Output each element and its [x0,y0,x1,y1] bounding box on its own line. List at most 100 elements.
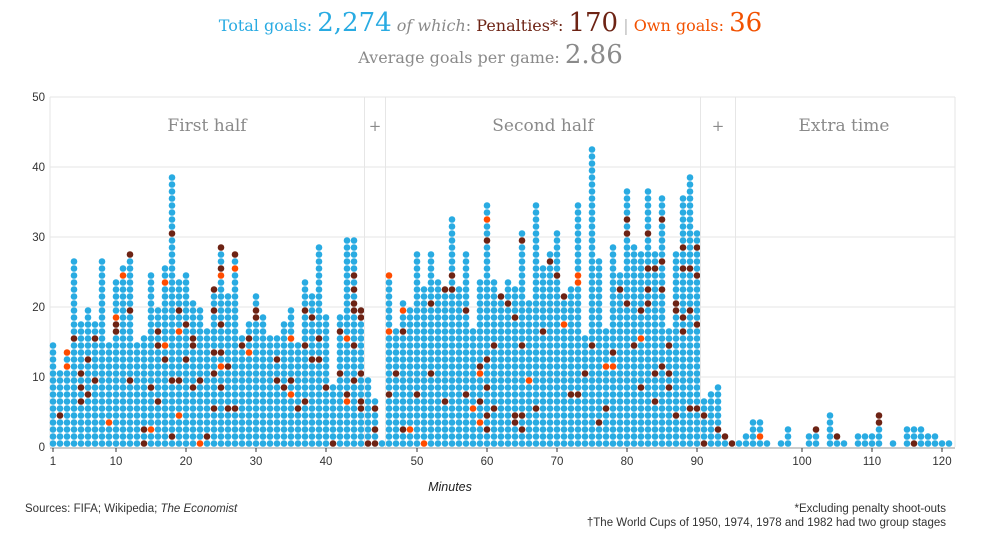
goal-dot [644,237,652,244]
x-tick-label: 30 [250,456,263,468]
goal-dot [280,349,288,356]
goal-dot [245,321,253,328]
penalty-dot [168,433,176,440]
goal-dot [112,405,120,412]
goal-dot [154,426,162,433]
goal-dot [126,356,134,363]
goal-dot [532,391,540,398]
goal-dot [455,412,463,419]
goal-dot [483,314,491,321]
goal-dot [126,321,134,328]
goal-dot [399,335,407,342]
goal-dot [483,440,491,447]
goal-dot [420,391,428,398]
goal-dot [238,391,246,398]
goal-dot [553,335,561,342]
goal-dot [693,279,701,286]
goal-dot [98,335,106,342]
goal-dot [595,265,603,272]
goal-dot [427,356,435,363]
goal-dot [595,370,603,377]
goal-dot [406,384,414,391]
goal-dot [679,356,687,363]
goal-dot [609,272,617,279]
goal-dot [539,426,547,433]
goal-dot [77,405,85,412]
goal-dot [427,314,435,321]
goal-dot [413,342,421,349]
goal-dot [665,398,673,405]
goal-dot [427,293,435,300]
penalty-dot [518,412,526,419]
goal-dot [203,356,211,363]
goal-dot [308,384,316,391]
goal-dot [126,328,134,335]
goal-dot [588,384,596,391]
goal-dot [574,293,582,300]
own-goal-dot [287,335,295,342]
goal-dot [49,356,57,363]
goal-dot [665,433,673,440]
goal-dot [644,433,652,440]
goal-dot [420,356,428,363]
goal-dot [392,328,400,335]
goal-dot [189,377,197,384]
goal-dot [112,412,120,419]
penalty-dot [308,356,316,363]
goal-dot [581,335,589,342]
goal-dot [434,440,442,447]
goal-dot [588,328,596,335]
goal-dot [70,342,78,349]
summary-line: Total goals: 2,274 of which: Penalties*:… [0,8,981,38]
goal-dot [259,412,267,419]
goal-dot [644,426,652,433]
penalty-dot [301,342,309,349]
goal-dot [630,370,638,377]
goal-dot [546,349,554,356]
goal-dot [644,363,652,370]
goal-dot [322,328,330,335]
goal-dot [462,440,470,447]
goal-dot [70,440,78,447]
goal-dot [84,307,92,314]
goal-dot [126,335,134,342]
x-tick-label: 10 [110,456,123,468]
goal-dot [672,384,680,391]
goal-dot [56,398,64,405]
goal-dot [616,440,624,447]
goal-dot [588,307,596,314]
goal-dot [546,405,554,412]
goal-dot [427,363,435,370]
goal-dot [553,293,561,300]
penalty-dot [581,370,589,377]
goal-dot [616,384,624,391]
goal-dot [413,314,421,321]
goal-dot [595,426,603,433]
goal-dot [84,342,92,349]
goal-dot [826,433,834,440]
goal-dot [189,363,197,370]
penalty-dot [644,286,652,293]
penalty-dot [665,342,673,349]
goal-dot [301,370,309,377]
goal-dot [350,412,358,419]
goal-dot [525,363,533,370]
goal-dot [231,412,239,419]
goal-dot [420,405,428,412]
goal-dot [147,321,155,328]
goal-dot [406,356,414,363]
goal-dot [581,342,589,349]
goal-dot [182,342,190,349]
goal-dot [686,279,694,286]
own-goal-dot [343,335,351,342]
goal-dot [364,405,372,412]
goal-dot [658,335,666,342]
goal-dot [301,391,309,398]
goal-dot [231,342,239,349]
goal-dot [658,398,666,405]
goal-dot [294,391,302,398]
goal-dot [126,265,134,272]
goal-dot [560,419,568,426]
goal-dot [588,223,596,230]
goal-dot [553,440,561,447]
